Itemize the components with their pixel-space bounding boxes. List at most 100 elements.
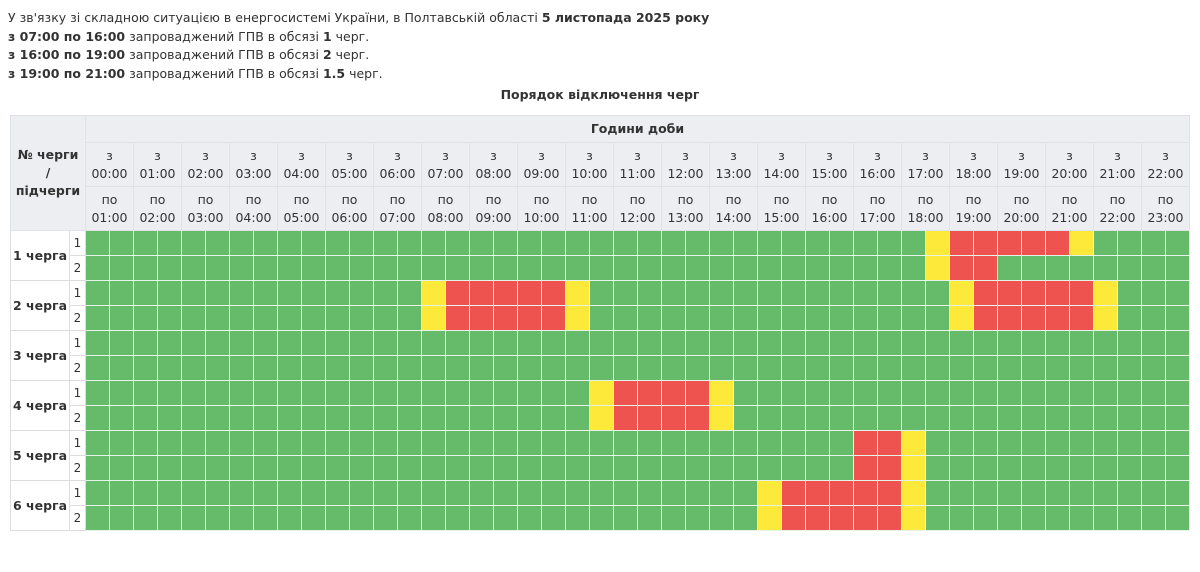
hour-from: з 21:00 [1093, 142, 1142, 187]
slot-power-on [1117, 255, 1142, 281]
slot-power-maybe [925, 230, 950, 256]
slot-power-on [325, 255, 350, 281]
slot-power-on [133, 355, 158, 381]
slot-power-on [565, 330, 590, 356]
slot-power-on [85, 305, 110, 331]
to-word: по [197, 191, 214, 207]
slot-power-on [709, 330, 734, 356]
hour-from: з 04:00 [277, 142, 326, 187]
slot-power-on [949, 480, 974, 506]
queue-header-line: № черги [17, 147, 79, 162]
slot-power-on [733, 480, 758, 506]
queue-label: 4 черга [10, 380, 70, 431]
slot-power-on [1093, 355, 1118, 381]
slot-power-on [253, 255, 278, 281]
slot-power-on [325, 430, 350, 456]
slot-power-off [469, 280, 494, 306]
to-time: 02:00 [139, 209, 176, 225]
from-time: 19:00 [1003, 165, 1040, 181]
slot-power-on [1069, 380, 1094, 406]
slot-power-on [301, 280, 326, 306]
from-word: з [394, 147, 401, 163]
slot-power-on [205, 230, 230, 256]
slot-power-on [205, 380, 230, 406]
table-row: 2 [11, 355, 1190, 381]
slot-power-on [277, 305, 302, 331]
slot-power-on [109, 430, 134, 456]
slot-power-on [493, 405, 518, 431]
slot-power-on [901, 230, 926, 256]
slot-power-on [1165, 255, 1190, 281]
schedule-table-container[interactable]: № черги / підчерги Години доби з 00:00 з 01:00 з… [10, 115, 1190, 545]
slot-power-on [685, 255, 710, 281]
to-word: по [437, 191, 454, 207]
slot-power-on [1069, 330, 1094, 356]
hour-to: по 04:00 [229, 186, 278, 231]
hour-from: з 22:00 [1141, 142, 1190, 187]
table-row: 1 черга 1 [10, 230, 1190, 281]
slot-power-on [589, 280, 614, 306]
slot-power-on [469, 355, 494, 381]
slot-power-on [1117, 280, 1142, 306]
table-row: 2 [11, 455, 1190, 481]
hour-to: по 09:00 [469, 186, 518, 231]
slot-power-on [637, 505, 662, 531]
slot-power-on [493, 380, 518, 406]
table-row: 2 [11, 505, 1190, 531]
slot-power-on [565, 505, 590, 531]
slot-power-on [1141, 255, 1166, 281]
slot-power-on [85, 355, 110, 381]
slot-power-on [1021, 505, 1046, 531]
slot-power-on [349, 330, 374, 356]
schedule-line: з 19:00 по 21:00 запроваджений ГПВ в обс… [8, 65, 709, 84]
slot-power-on [301, 355, 326, 381]
slot-power-on [757, 405, 782, 431]
slot-power-on [1093, 430, 1118, 456]
to-time: 19:00 [955, 209, 992, 225]
slot-power-on [733, 405, 758, 431]
slot-power-off [973, 230, 998, 256]
slot-power-on [133, 230, 158, 256]
hour-from: з 13:00 [709, 142, 758, 187]
announcement-line: У зв'язку зі складною ситуацією в енерго… [8, 9, 709, 28]
slot-power-on [1117, 330, 1142, 356]
slot-power-on [541, 230, 566, 256]
from-word: з [634, 147, 641, 163]
hour-to: по 16:00 [805, 186, 854, 231]
from-time: 01:00 [139, 165, 176, 181]
to-word: по [917, 191, 934, 207]
from-word: з [1066, 147, 1073, 163]
table-row: 2 [11, 255, 1190, 281]
slot-power-on [85, 505, 110, 531]
from-time: 17:00 [907, 165, 944, 181]
slot-power-on [853, 305, 878, 331]
to-time: 01:00 [91, 209, 128, 225]
table-row: 2 черга 1 [10, 280, 1190, 331]
slot-power-on [877, 305, 902, 331]
slot-power-on [157, 455, 182, 481]
slot-power-off [685, 380, 710, 406]
slot-power-maybe [589, 380, 614, 406]
hour-from: з 19:00 [997, 142, 1046, 187]
slot-power-on [157, 505, 182, 531]
slot-power-on [133, 430, 158, 456]
slot-power-on [1045, 455, 1070, 481]
slot-power-on [109, 255, 134, 281]
from-time: 10:00 [571, 165, 608, 181]
hour-from: з 16:00 [853, 142, 902, 187]
slot-power-on [685, 480, 710, 506]
slot-power-on [397, 355, 422, 381]
slot-power-on [733, 355, 758, 381]
slot-power-on [757, 380, 782, 406]
slot-power-on [397, 405, 422, 431]
slot-power-on [613, 305, 638, 331]
slot-power-maybe [925, 255, 950, 281]
to-word: по [101, 191, 118, 207]
slot-power-on [85, 330, 110, 356]
slot-power-on [853, 405, 878, 431]
slot-power-on [1141, 355, 1166, 381]
slot-power-on [325, 405, 350, 431]
slot-power-on [613, 280, 638, 306]
slot-power-on [781, 430, 806, 456]
slot-power-on [637, 430, 662, 456]
